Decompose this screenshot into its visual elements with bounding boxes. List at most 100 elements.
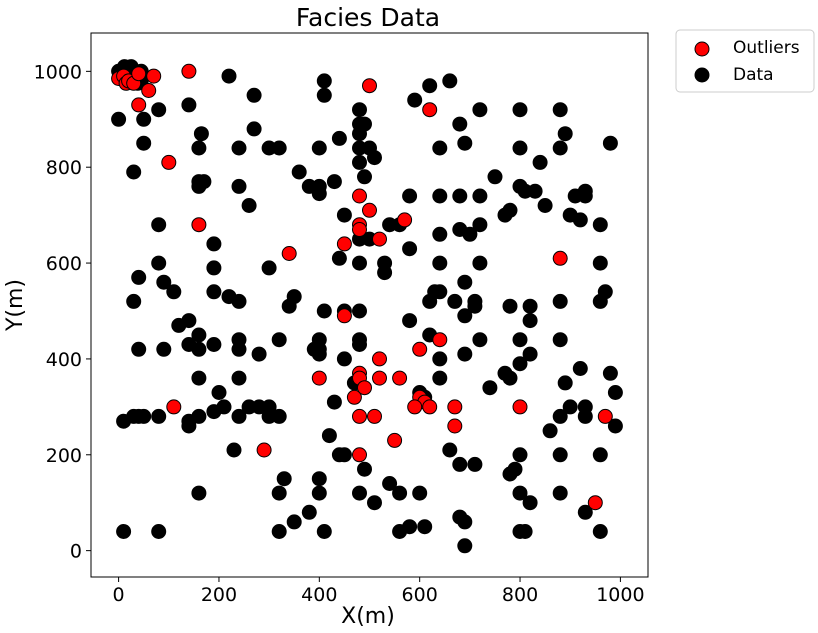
data-point — [402, 188, 418, 204]
data-point — [261, 399, 277, 415]
legend-box — [675, 29, 815, 93]
y-tick-label: 600 — [46, 253, 82, 275]
data-point — [552, 485, 568, 501]
outlier-point — [422, 399, 438, 415]
outlier-point — [166, 399, 182, 415]
outlier-point — [397, 212, 413, 228]
data-point — [402, 313, 418, 329]
y-tick-label: 400 — [46, 349, 82, 371]
data-point — [276, 471, 292, 487]
y-tick-label: 200 — [46, 445, 82, 467]
data-point — [326, 174, 342, 190]
data-point — [472, 255, 488, 271]
data-point — [316, 524, 332, 539]
y-tick-label: 1000 — [34, 61, 82, 83]
data-point — [527, 183, 543, 199]
data-point — [467, 298, 483, 314]
data-point — [452, 509, 468, 525]
data-point — [557, 126, 573, 142]
data-point — [191, 408, 207, 424]
data-point — [442, 442, 458, 458]
data-point — [336, 351, 352, 367]
data-point — [311, 346, 327, 362]
data-point — [602, 135, 618, 151]
data-point — [457, 135, 473, 151]
x-tick-label: 0 — [113, 584, 125, 606]
data-point — [331, 250, 347, 266]
x-tick-label: 200 — [201, 584, 237, 606]
outliers-series — [111, 63, 613, 511]
data-point — [136, 111, 152, 127]
outlier-point — [412, 341, 428, 357]
x-tick-label: 600 — [402, 584, 438, 606]
outlier-point — [372, 231, 387, 247]
data-point — [357, 461, 372, 477]
data-point — [316, 303, 332, 319]
data-point — [316, 73, 332, 89]
data-point — [592, 217, 608, 233]
data-point — [191, 485, 207, 501]
data-point — [131, 269, 147, 285]
outlier-point — [131, 97, 147, 113]
data-point — [206, 337, 222, 352]
data-point — [542, 423, 558, 439]
data-point — [352, 303, 367, 319]
y-axis-label: Y(m) — [3, 279, 28, 332]
data-point — [311, 471, 327, 487]
data-point — [557, 375, 573, 391]
data-point — [352, 337, 367, 352]
data-point — [352, 154, 367, 170]
outlier-point — [447, 399, 463, 415]
data-point — [281, 298, 297, 314]
data-point — [311, 186, 327, 202]
data-point — [271, 140, 287, 156]
data-point — [206, 236, 222, 252]
data-point — [512, 485, 528, 501]
data-point — [537, 198, 553, 213]
data-point — [271, 332, 287, 348]
data-point — [512, 447, 528, 463]
data-point — [286, 514, 302, 530]
data-point — [136, 135, 152, 151]
data-point — [156, 341, 172, 357]
data-point — [417, 519, 433, 535]
data-point — [357, 169, 372, 185]
data-point — [487, 169, 503, 185]
data-point — [311, 485, 327, 501]
data-point — [462, 226, 478, 242]
data-point — [552, 102, 568, 118]
data-point — [231, 140, 247, 156]
data-point — [367, 495, 382, 511]
data-point — [507, 461, 523, 477]
data-point — [502, 298, 518, 314]
data-point — [126, 164, 142, 180]
data-point — [402, 241, 418, 257]
data-point — [231, 370, 247, 386]
data-point — [457, 308, 473, 324]
data-point — [291, 164, 307, 180]
outlier-point — [131, 66, 147, 82]
data-point — [357, 116, 372, 132]
outlier-point — [256, 442, 272, 458]
data-point — [432, 140, 448, 156]
data-point — [522, 495, 538, 511]
outlier-point — [181, 63, 197, 79]
data-point — [412, 485, 428, 501]
outlier-point — [352, 447, 367, 463]
data-point — [116, 413, 132, 429]
outlier-point — [191, 217, 207, 233]
legend: Outliers Data — [675, 29, 815, 93]
data-point — [512, 332, 528, 348]
data-point — [472, 102, 488, 118]
plot-area — [90, 32, 649, 578]
legend-label-outliers: Outliers — [733, 38, 800, 58]
data-point — [457, 274, 473, 290]
data-point — [336, 207, 352, 223]
outlier-point — [392, 370, 408, 386]
data-point — [497, 365, 513, 381]
legend-marker-outliers — [694, 41, 710, 57]
outlier-point — [367, 408, 382, 424]
outlier-point — [352, 222, 367, 237]
data-point — [221, 289, 237, 305]
data-point — [442, 73, 458, 89]
